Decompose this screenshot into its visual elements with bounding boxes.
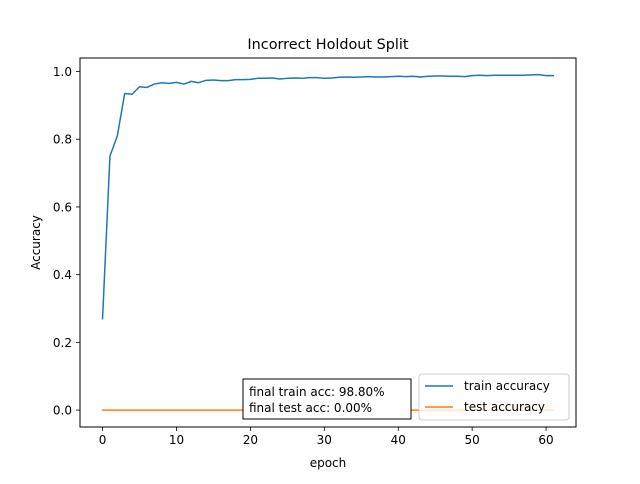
final-accuracy-annotation: final train acc: 98.80% final test acc: …	[242, 378, 412, 420]
legend-box	[418, 373, 570, 421]
legend: train accuracy test accuracy	[418, 373, 570, 421]
x-tick-label: 10	[169, 433, 184, 447]
x-tick-label: 60	[538, 433, 553, 447]
x-axis-label: epoch	[310, 456, 347, 470]
y-axis-label: Accuracy	[29, 215, 43, 270]
y-tick-label: 0.4	[53, 268, 72, 282]
y-tick-label: 0.6	[53, 200, 72, 214]
y-tick-label: 0.8	[53, 133, 72, 147]
x-tick-label: 0	[99, 433, 107, 447]
legend-label-train: train accuracy	[464, 379, 550, 393]
x-tick-label: 40	[391, 433, 406, 447]
plot-frame	[79, 57, 577, 428]
y-tick-label: 0.2	[53, 336, 72, 350]
annotation-box	[242, 378, 412, 420]
y-tick-label: 0.0	[53, 404, 72, 418]
x-tick-label: 20	[243, 433, 258, 447]
x-tick-label: 50	[465, 433, 480, 447]
chart-title: Incorrect Holdout Split	[247, 37, 408, 53]
annotation-train-acc: final train acc: 98.80%	[249, 385, 385, 399]
train-accuracy-line	[101, 73, 555, 320]
legend-label-test: test accuracy	[464, 400, 545, 414]
axis-ticks: 0 10 20 30 40 50 60 0.0 0.2 0.4 0.6 0.8 1.0	[53, 65, 554, 447]
y-tick-label: 1.0	[53, 65, 72, 79]
x-tick-label: 30	[317, 433, 332, 447]
annotation-test-acc: final test acc: 0.00%	[249, 401, 372, 415]
